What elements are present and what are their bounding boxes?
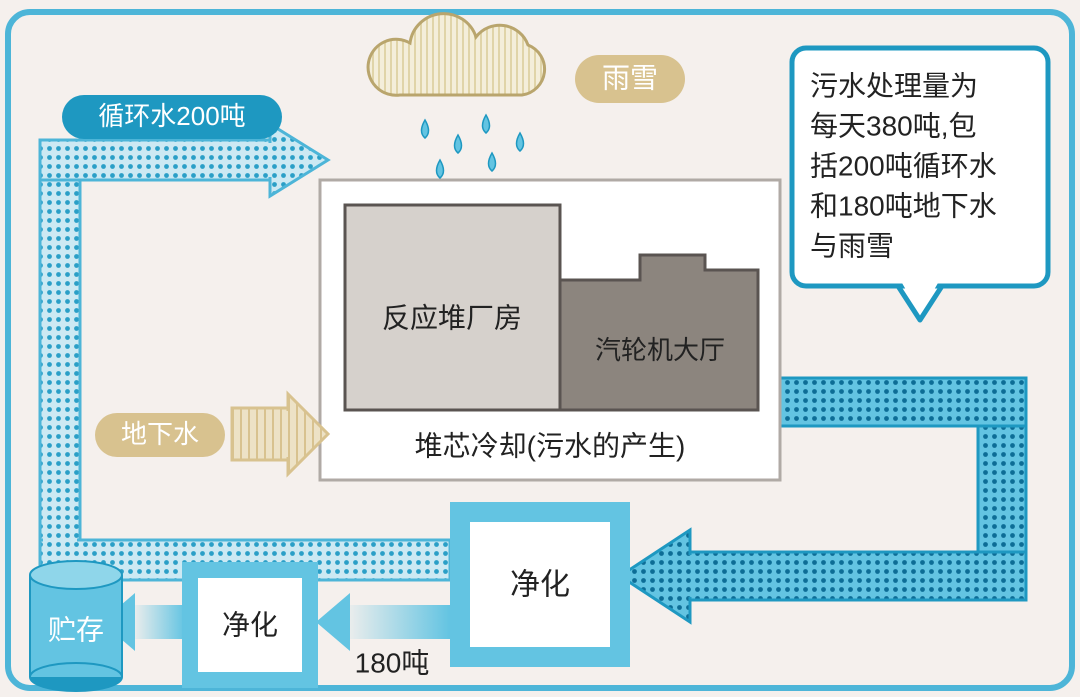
storage-label: 贮存 (48, 614, 104, 645)
core-cooling-label: 堆芯冷却(污水的产生) (415, 430, 686, 461)
callout-line: 括200吨循环水 (810, 150, 997, 181)
purify-label-small: 净化 (222, 609, 278, 640)
amount-180-label: 180吨 (355, 647, 430, 678)
raindrop-icon (422, 120, 429, 138)
fade-arrow (350, 605, 450, 639)
raindrop-icon (437, 160, 444, 178)
raindrop-icon (455, 135, 462, 153)
recycle-pipe-vertical (40, 140, 80, 540)
outflow-pipe-bottom (690, 552, 1026, 600)
groundwater-arrow-shaft (232, 408, 288, 460)
callout-line: 污水处理量为 (810, 70, 978, 101)
raindrop-icon (517, 133, 524, 151)
fade-arrow-head (316, 593, 350, 651)
reactor-label: 反应堆厂房 (382, 302, 522, 333)
pill-label: 雨雪 (602, 62, 658, 93)
raindrop-icon (489, 153, 496, 171)
pill-label: 地下水 (121, 419, 199, 449)
callout-line: 和180吨地下水 (810, 190, 997, 221)
outflow-arrowhead (620, 530, 690, 622)
purify-label-main: 净化 (510, 568, 570, 601)
fade-arrow (135, 605, 185, 639)
callout-line: 与雨雪 (810, 230, 894, 261)
raindrop-icon (483, 115, 490, 133)
turbine-label: 汽轮机大厅 (595, 335, 725, 365)
pill-label: 循环水200吨 (98, 101, 245, 131)
cloud-icon (368, 14, 545, 96)
callout-line: 每天380吨,包 (810, 110, 977, 141)
